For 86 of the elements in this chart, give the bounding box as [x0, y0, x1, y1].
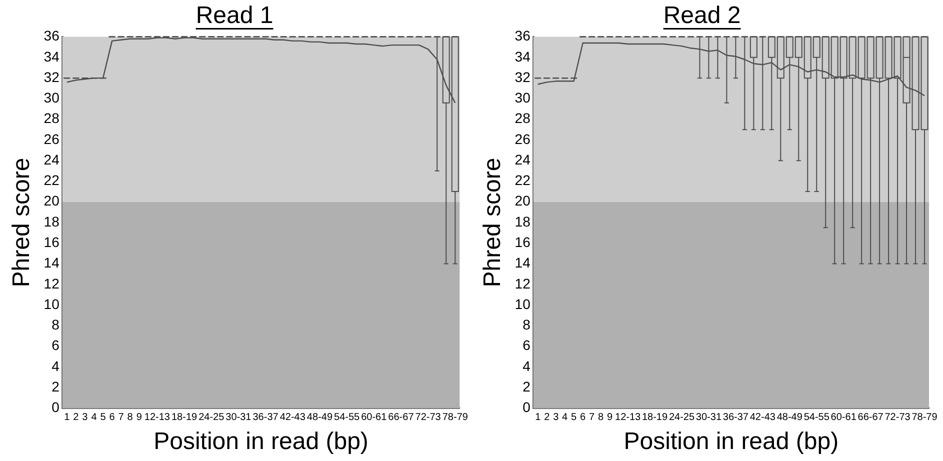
- x-tick-label: 42-43: [750, 412, 776, 423]
- x-tick-label: 24-25: [668, 412, 695, 423]
- x-tick-label: 24-25: [198, 412, 225, 423]
- x-tick-label: 6: [109, 412, 116, 423]
- y-tick-label: 30: [44, 90, 60, 106]
- x-tick-label: 8: [127, 412, 134, 423]
- x-tick-label: 7: [589, 412, 596, 423]
- y-tick-label: 30: [514, 90, 531, 106]
- x-tick-label: 78-79: [442, 412, 468, 423]
- y-tick-label: 34: [44, 48, 60, 64]
- y-tick-label: 22: [44, 172, 60, 188]
- y-tick-label: 8: [522, 316, 531, 333]
- y-tick-label: 20: [514, 192, 531, 209]
- y-tick-label: 20: [44, 192, 60, 209]
- y-tick-label: 4: [52, 358, 60, 374]
- y-tick-label: 28: [514, 110, 531, 126]
- y-tick-label: 24: [514, 151, 531, 168]
- y-axis-title: Phred score: [8, 158, 36, 288]
- x-tick-label: 12-13: [144, 412, 170, 423]
- x-tick-label: 4: [91, 412, 98, 423]
- y-tick-label: 18: [44, 213, 60, 230]
- y-tick-label: 32: [514, 68, 531, 85]
- y-tick-label: 16: [44, 234, 60, 250]
- y-tick-label: 26: [514, 130, 531, 147]
- x-tick-label: 60-61: [830, 412, 857, 423]
- y-tick-label: 0: [52, 399, 60, 416]
- x-tick-label: 1: [64, 412, 70, 423]
- y-tick-label: 14: [514, 254, 531, 271]
- x-tick-label: 12-13: [614, 412, 642, 423]
- x-tick-label: 5: [571, 412, 578, 423]
- x-tick-label: 7: [118, 412, 124, 423]
- y-tick-label: 10: [44, 296, 60, 312]
- y-tick-label: 32: [44, 68, 60, 85]
- y-axis-title: Phred score: [479, 158, 506, 288]
- y-tick-label: 10: [514, 296, 531, 312]
- y-tick-label: 6: [52, 337, 60, 354]
- x-tick-label: 66-67: [388, 412, 414, 423]
- y-tick-label: 18: [514, 213, 531, 230]
- x-tick-label: 18-19: [171, 412, 198, 423]
- y-tick-label: 12: [44, 275, 60, 292]
- x-tick-label: 2: [544, 412, 550, 423]
- x-tick-label: 36-37: [722, 412, 749, 423]
- chart-title: Read 2: [663, 2, 741, 30]
- chart-title: Read 1: [196, 2, 274, 30]
- x-tick-label: 78-79: [912, 412, 938, 423]
- x-tick-label: 42-43: [280, 412, 306, 423]
- x-tick-label: 9: [136, 412, 142, 423]
- x-tick-label: 4: [562, 412, 568, 423]
- y-tick-label: 2: [522, 378, 531, 394]
- y-tick-label: 0: [522, 399, 531, 416]
- y-tick-label: 2: [52, 378, 60, 394]
- x-axis-title: Position in read (bp): [154, 428, 368, 456]
- x-tick-label: 9: [607, 412, 614, 423]
- x-tick-label: 30-31: [226, 412, 252, 423]
- x-tick-label: 1: [535, 412, 542, 423]
- x-tick-label: 36-37: [252, 412, 279, 423]
- x-tick-label: 54-55: [804, 412, 830, 423]
- x-tick-label: 48-49: [776, 412, 803, 423]
- x-tick-label: 72-73: [884, 412, 911, 423]
- y-tick-label: 4: [522, 358, 531, 374]
- x-tick-label: 54-55: [334, 412, 360, 423]
- y-tick-label: 36: [514, 28, 531, 44]
- y-tick-label: 36: [44, 28, 60, 44]
- x-tick-label: 6: [580, 412, 586, 423]
- y-tick-label: 6: [522, 337, 531, 354]
- x-tick-label: 60-61: [361, 412, 388, 423]
- x-axis-title: Position in read (bp): [624, 428, 839, 456]
- y-tick-label: 34: [514, 48, 531, 64]
- x-tick-label: 8: [598, 412, 604, 423]
- x-tick-label: 66-67: [858, 412, 884, 423]
- y-tick-label: 24: [44, 151, 60, 168]
- x-tick-label: 72-73: [415, 412, 442, 423]
- x-tick-label: 48-49: [306, 412, 333, 423]
- x-tick-label: 3: [82, 412, 88, 423]
- x-tick-label: 3: [553, 412, 560, 423]
- x-tick-label: 18-19: [642, 412, 668, 423]
- y-tick-label: 28: [44, 110, 60, 126]
- y-tick-label: 26: [44, 130, 60, 147]
- y-tick-label: 12: [514, 275, 531, 292]
- x-tick-label: 5: [100, 412, 106, 423]
- y-tick-label: 8: [52, 316, 60, 333]
- y-tick-label: 22: [514, 172, 531, 188]
- x-tick-label: 30-31: [696, 412, 722, 423]
- y-tick-label: 16: [514, 234, 531, 250]
- x-tick-label: 2: [73, 412, 80, 423]
- y-tick-label: 14: [44, 254, 60, 271]
